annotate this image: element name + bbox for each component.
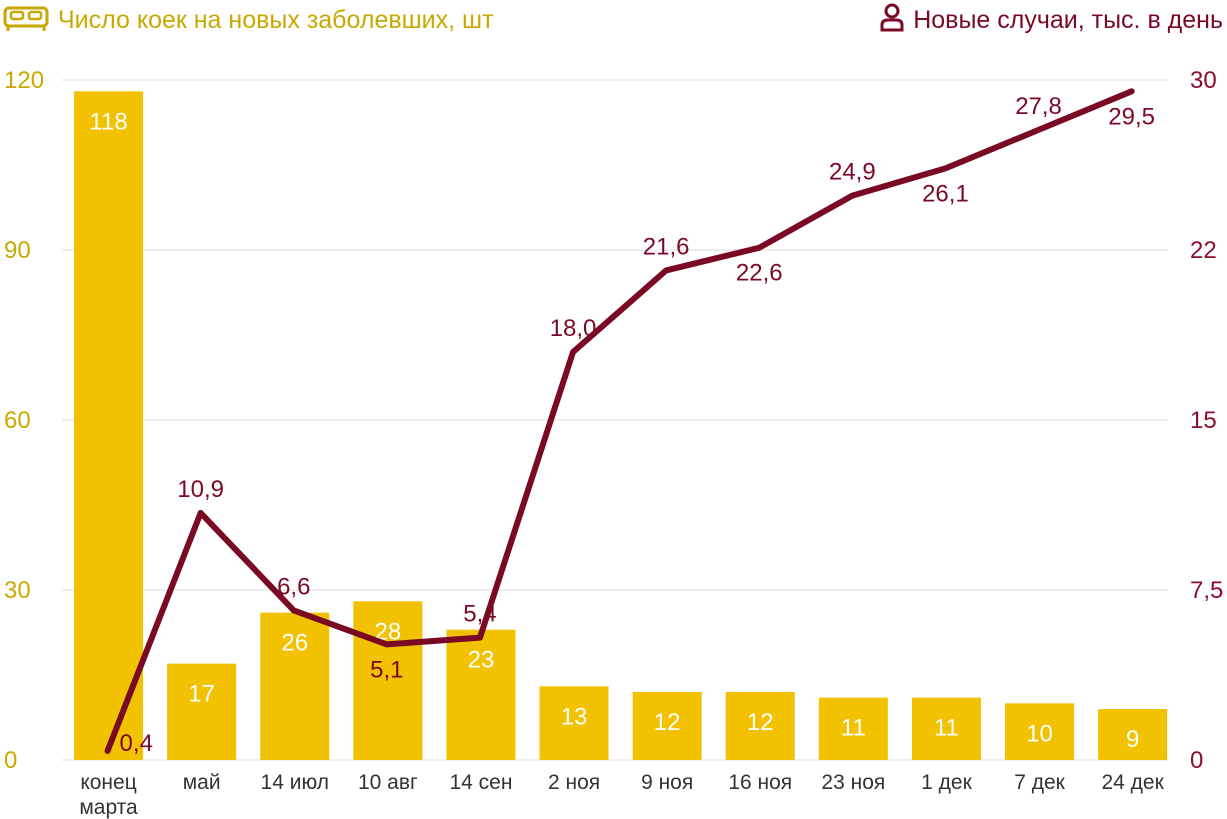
right-tick-label: 15 — [1190, 407, 1217, 434]
bar-value-label: 26 — [281, 630, 308, 657]
legend-bars-label: Число коек на новых заболевших, шт — [58, 6, 494, 34]
x-tick-label: 2 ноя — [548, 771, 600, 794]
right-axis: 0 7,5 15 22 30 — [1190, 67, 1223, 774]
right-tick-label: 7,5 — [1190, 577, 1223, 604]
bar-value-label: 12 — [654, 709, 681, 736]
bar-value-label: 118 — [89, 108, 127, 135]
right-tick-label: 22 — [1190, 237, 1217, 264]
line-value-label: 21,6 — [643, 233, 690, 260]
x-tick-label: 16 ноя — [728, 771, 792, 794]
bar — [818, 697, 888, 760]
bar-value-label: 12 — [747, 709, 774, 736]
legend-bars: Число коек на новых заболевших, шт — [2, 2, 494, 39]
right-tick-label: 30 — [1190, 67, 1217, 94]
x-tick-label: 23 ноя — [821, 771, 885, 794]
x-tick-label: 9 ноя — [641, 771, 693, 794]
left-tick-label: 120 — [4, 67, 44, 94]
line-value-label: 10,9 — [177, 476, 224, 503]
line-series — [104, 88, 1135, 754]
x-tick-label: конец марта — [79, 771, 138, 819]
line-value-label: 24,9 — [829, 159, 876, 186]
bar-value-label: 11 — [841, 715, 866, 742]
line-value-label: 5,1 — [370, 656, 403, 683]
series-line — [104, 88, 1135, 754]
bar — [539, 686, 609, 760]
bar — [911, 697, 981, 760]
right-tick-label: 0 — [1190, 747, 1203, 774]
line-value-label: 6,6 — [277, 573, 310, 600]
line-value-label: 26,1 — [922, 180, 969, 207]
line-value-label: 27,8 — [1015, 93, 1062, 120]
line-value-label: 29,5 — [1108, 103, 1155, 130]
left-tick-label: 60 — [4, 407, 31, 434]
x-tick-label: 1 дек — [921, 771, 972, 794]
line-value-label: 22,6 — [736, 260, 783, 287]
bed-icon — [2, 2, 50, 39]
bar — [1098, 709, 1168, 760]
line-value-label: 5,4 — [463, 601, 496, 628]
x-tick-label: 7 дек — [1014, 771, 1065, 794]
bar — [446, 629, 516, 760]
bar-value-label: 23 — [468, 647, 495, 674]
grid-lines — [62, 79, 1168, 761]
bar — [74, 91, 144, 761]
left-tick-label: 30 — [4, 577, 31, 604]
line-labels: 0,4 10,9 6,6 5,1 5,4 18,0 21,6 22,6 24,9 26,1 27,8… — [120, 93, 1155, 757]
bar — [167, 663, 237, 760]
x-tick-label: май — [183, 771, 221, 794]
bar — [353, 601, 423, 760]
bar — [725, 692, 795, 760]
x-tick-label: 14 июл — [261, 771, 329, 794]
left-axis: 0 30 60 90 120 — [4, 67, 44, 774]
bar-value-label: 9 — [1126, 726, 1139, 753]
line-value-label: 0,4 — [120, 730, 153, 757]
bar — [1005, 703, 1075, 760]
bar-value-label: 10 — [1026, 720, 1053, 747]
legend-line-label: Новые случаи, тыс. в день — [913, 6, 1223, 34]
left-tick-label: 0 — [4, 747, 17, 774]
x-axis: конец марта май 14 июл 10 авг 14 сен 2 ноя 9 но… — [79, 771, 1164, 819]
bar — [632, 692, 702, 760]
legend-line: Новые случаи, тыс. в день — [879, 2, 1223, 39]
bar-value-label: 11 — [934, 715, 959, 742]
bar-series — [74, 91, 1168, 761]
x-tick-label: 10 авг — [358, 771, 418, 794]
bar — [260, 612, 330, 760]
bar-value-label: 17 — [188, 681, 215, 708]
line-value-label: 18,0 — [550, 315, 597, 342]
x-tick-label: 14 сен — [449, 771, 512, 794]
bar-value-label: 13 — [561, 703, 588, 730]
person-icon — [879, 2, 905, 39]
x-tick-label: 24 дек — [1101, 771, 1164, 794]
left-tick-label: 90 — [4, 237, 31, 264]
